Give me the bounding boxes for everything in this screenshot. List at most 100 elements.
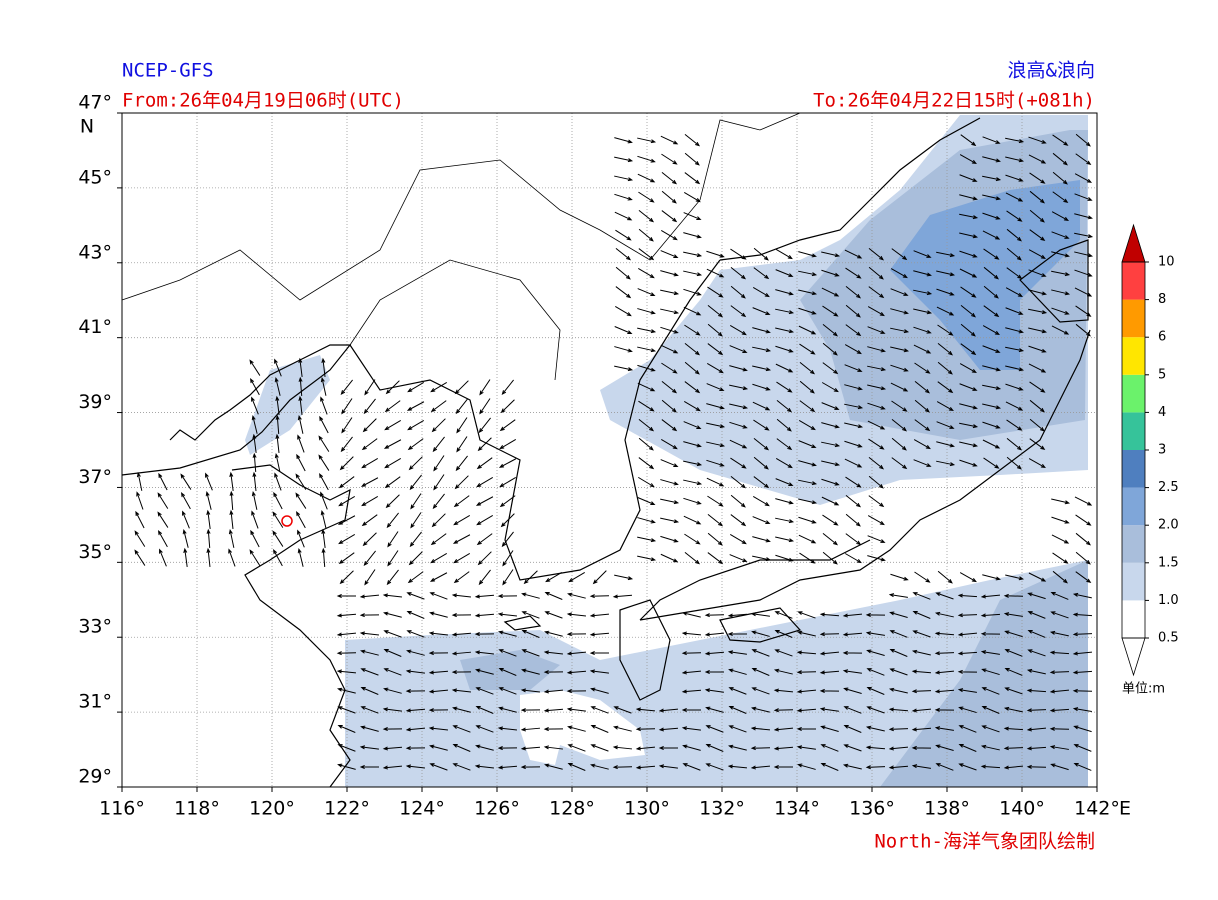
wave-arrow [728,705,747,714]
wave-arrow [981,687,1000,695]
wave-arrow [821,382,839,393]
wave-arrow [474,613,495,618]
colorbar-band [1122,525,1145,563]
wave-arrow [683,232,702,239]
wave-arrow [1006,419,1023,431]
wave-arrow [913,344,932,354]
wave-arrow [1051,498,1071,505]
wave-arrow [844,422,864,429]
wave-arrow [798,460,817,467]
wave-arrow [382,707,402,712]
wave-arrow [567,592,586,599]
wave-arrow [959,154,977,165]
lon-tick-label: 122° [324,798,370,820]
wave-arrow [614,365,634,372]
wave-arrow [1072,612,1093,617]
wave-arrow [775,458,793,469]
wave-arrow [1074,269,1093,277]
wave-arrow [868,266,884,280]
wave-arrow [913,326,932,334]
wave-arrow [727,764,748,769]
wave-arrow [407,382,425,393]
wave-arrow [428,689,449,694]
wave-arrow [845,494,862,508]
wave-arrow [982,403,1002,410]
wave-arrow [589,613,610,618]
wave-arrow [888,746,909,751]
wave-arrow [821,422,840,429]
wave-arrow [497,746,518,751]
wave-arrow [251,510,259,529]
wave-arrow [275,395,280,415]
wave-arrow [406,401,425,411]
wave-arrow [819,612,840,617]
wave-arrow [321,528,326,548]
wave-arrow [775,289,794,296]
wave-arrow [959,572,977,583]
wave-arrow [361,496,379,507]
wave-arrow [728,668,747,675]
wave-arrow [498,649,517,657]
wave-arrow [205,472,213,491]
wave-arrow [682,763,701,771]
wave-arrow [452,725,471,733]
wave-arrow [868,247,885,261]
colorbar-over [1121,223,1146,263]
lat-tick-label: 43° [78,241,112,263]
wave-arrow [544,611,563,619]
model-name: NCEP-GFS [122,60,214,82]
shade-high [890,180,1080,370]
wave-arrow [182,529,189,548]
wave-arrow [452,534,471,544]
wave-arrow [295,492,307,509]
wave-arrow [775,363,794,373]
wave-arrow [684,152,700,166]
wave-arrow [730,266,747,280]
wave-arrow [1004,668,1023,676]
wave-arrow [890,288,909,296]
wave-arrow [474,632,495,637]
wave-arrow [660,229,678,241]
wave-arrow [321,357,326,377]
wave-arrow [337,687,356,694]
wave-arrow [383,687,402,694]
wave-arrow [637,308,656,315]
wave-arrow [983,305,1000,318]
wave-arrow [752,496,770,507]
wave-arrow [913,459,932,467]
wave-arrow [452,706,471,713]
wave-arrow [936,306,955,316]
wave-arrow [750,765,771,770]
wave-arrow [684,381,701,394]
wave-arrow [430,400,447,413]
wave-arrow [385,380,400,395]
wave-arrow [681,689,702,694]
wave-arrow [428,708,449,713]
wave-arrow [773,668,793,675]
wave-arrow [844,458,863,468]
wave-arrow [406,592,425,600]
wave-arrow [1051,211,1070,221]
wave-arrow [386,512,399,529]
wave-arrow [453,515,471,526]
wave-arrow [360,477,379,487]
wave-arrow [704,688,724,693]
wave-arrow [407,438,424,451]
wave-arrow [891,437,907,451]
wave-arrow [521,592,540,599]
wave-arrow [359,631,380,636]
wave-arrow [773,708,794,713]
lon-tick-label: 124° [399,798,445,820]
wave-arrow [1075,514,1092,526]
wave-arrow [844,364,863,372]
wave-arrow [775,498,794,505]
wave-arrow [158,472,168,491]
wave-arrow [866,668,885,676]
wave-arrow [272,530,284,547]
wave-arrow [959,422,979,429]
wave-arrow [1029,229,1046,242]
wave-arrow [475,668,494,675]
wave-arrow [501,531,514,548]
wave-arrow [318,454,330,471]
